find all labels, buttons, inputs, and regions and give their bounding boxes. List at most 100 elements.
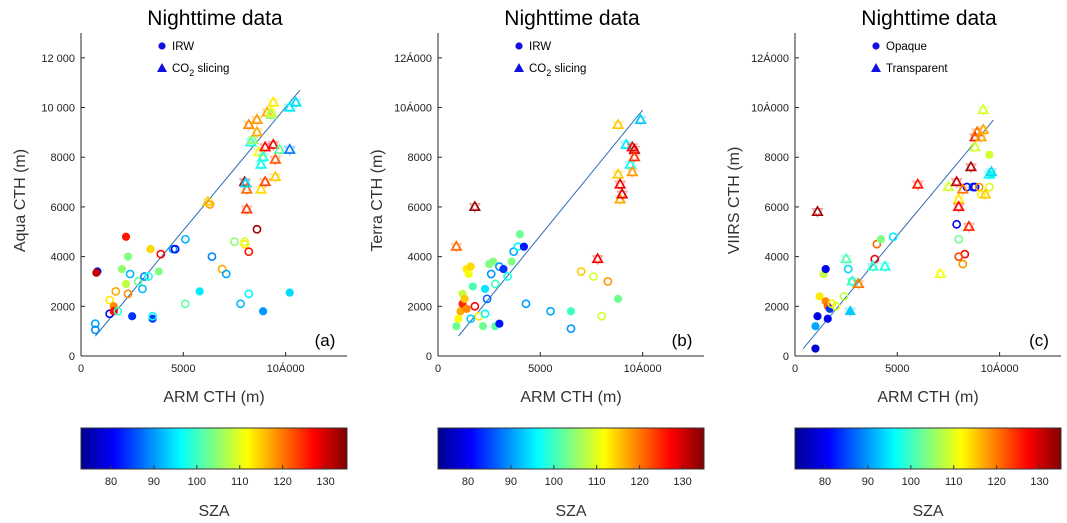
legend-triangle-icon <box>514 63 524 72</box>
y-tick-label: 12Á000 <box>751 52 789 65</box>
legend-label-main: CO <box>172 63 189 75</box>
data-point-shadow <box>265 108 278 119</box>
x-tick-label: 0 <box>435 363 441 375</box>
data-point <box>844 305 856 316</box>
data-point <box>954 234 964 244</box>
data-point <box>90 325 100 335</box>
data-point <box>269 153 282 164</box>
data-point <box>454 314 463 323</box>
data-point-shadow <box>977 125 990 137</box>
data-point <box>259 307 268 316</box>
colorbar-tick-label: 130 <box>673 476 691 488</box>
data-point <box>154 267 163 276</box>
y-tick-label: 10 000 <box>41 103 75 115</box>
data-point <box>240 202 253 214</box>
data-point <box>146 245 155 254</box>
data-point <box>105 295 115 305</box>
x-tick-label: 0 <box>78 363 84 375</box>
data-point <box>123 252 133 261</box>
data-point-shadow <box>811 207 824 219</box>
data-point <box>195 287 204 296</box>
colorbar-tick-label: 80 <box>462 476 474 488</box>
data-point <box>503 272 512 281</box>
chart-title: Nighttime data <box>861 7 997 30</box>
legend-label-main: CO <box>529 63 546 75</box>
data-point <box>480 284 490 294</box>
data-point <box>589 272 598 281</box>
x-tick-label: 5000 <box>171 363 195 375</box>
data-point-shadow <box>985 168 998 179</box>
data-point <box>92 268 101 277</box>
data-point <box>267 95 280 107</box>
data-point <box>521 299 531 309</box>
panel-label: (c) <box>1029 331 1049 350</box>
data-point <box>952 219 962 229</box>
y-tick-label: 6000 <box>408 202 432 214</box>
data-point <box>603 277 613 286</box>
data-point-shadow <box>626 143 639 154</box>
data-point <box>256 150 270 162</box>
data-point-shadow <box>239 179 252 190</box>
y-tick-label: 8000 <box>51 152 75 164</box>
data-point <box>466 262 475 271</box>
y-tick-label: 12Á000 <box>394 52 432 65</box>
y-tick-label: 8000 <box>765 152 789 164</box>
legend-label: IRW <box>172 41 194 53</box>
data-point <box>490 279 500 289</box>
legend-label-tail: slicing <box>194 63 229 75</box>
x-axis-label: ARM CTH (m) <box>163 389 264 406</box>
data-point <box>975 130 988 142</box>
data-point <box>113 306 123 316</box>
data-point <box>137 284 147 294</box>
data-point-shadow <box>450 242 463 254</box>
data-point <box>499 264 508 274</box>
colorbar-gradient <box>80 427 348 470</box>
x-axis-label: ARM CTH (m) <box>877 389 978 406</box>
colorbar-tick-label: 90 <box>862 476 874 488</box>
data-point <box>566 307 576 316</box>
y-tick-label: 10Á000 <box>394 102 432 115</box>
data-point <box>156 249 166 259</box>
data-point <box>478 322 488 331</box>
data-point <box>244 289 254 299</box>
colorbar-tick-label: 90 <box>505 476 517 488</box>
data-point <box>839 291 849 301</box>
data-point <box>207 252 217 262</box>
data-point <box>626 165 639 177</box>
data-point <box>240 237 250 247</box>
legend-triangle-icon <box>871 63 881 72</box>
data-point <box>813 312 822 321</box>
colorbar-2: 80 90 100 110 120 130 SZA <box>437 427 705 520</box>
data-point <box>977 103 990 115</box>
data-point <box>821 264 830 274</box>
colorbar-label: SZA <box>198 503 229 520</box>
legend-label: CO2 slicing <box>172 63 229 78</box>
x-tick-label: 5000 <box>885 363 909 375</box>
data-point-shadow <box>628 153 641 164</box>
data-point <box>866 259 879 271</box>
data-point <box>616 187 629 199</box>
data-point <box>811 344 820 353</box>
data-point-shadow <box>866 262 879 273</box>
data-point-shadow <box>259 143 272 154</box>
data-point <box>878 259 892 271</box>
data-point <box>460 294 469 303</box>
data-point <box>123 289 133 299</box>
data-point-shadow <box>942 183 955 194</box>
data-point <box>242 118 255 129</box>
data-point <box>611 118 625 129</box>
data-point <box>269 170 282 182</box>
data-point <box>823 314 832 323</box>
data-point <box>815 292 824 301</box>
data-point <box>239 176 252 188</box>
data-point <box>252 145 266 157</box>
data-point <box>452 322 461 331</box>
legend-circle-icon <box>158 42 166 50</box>
scatter-panel-2: 0 2000 4000 6000 8000 10Á000 12Á000 0 5000 10Á000… <box>369 7 704 406</box>
data-point <box>259 175 272 187</box>
data-point-shadow <box>242 120 255 132</box>
data-point <box>495 319 504 328</box>
scatter-panel-1: 0 2000 4000 6000 8000 10 000 12 000 0 5000 10Á000… <box>12 7 347 406</box>
data-point <box>566 324 576 334</box>
data-point-shadow <box>852 279 865 291</box>
